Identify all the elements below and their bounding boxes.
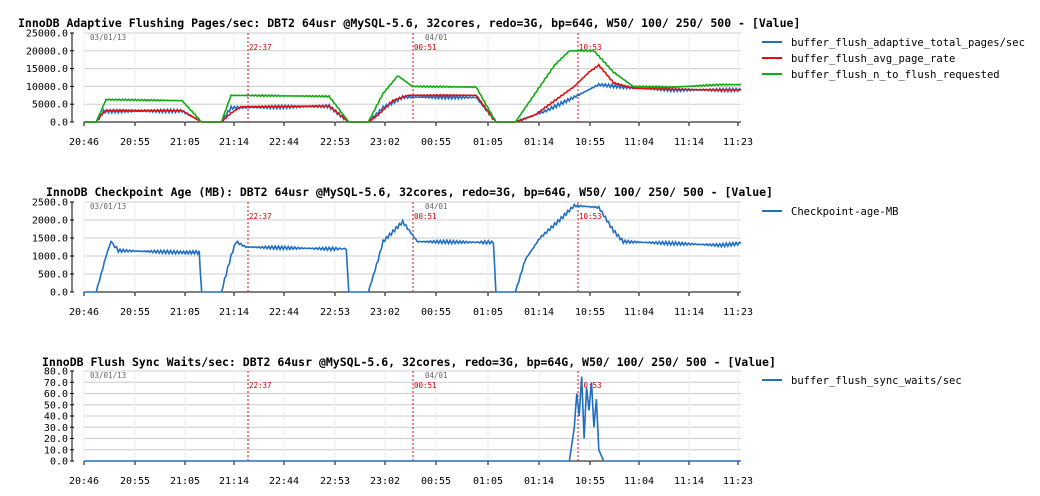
x-tick-label: 11:23	[723, 307, 753, 318]
marker-label: 22:37	[249, 212, 272, 221]
date-label: 04/01	[425, 371, 448, 380]
legend-entry: Checkpoint-age-MB	[791, 206, 898, 218]
chart-panel-2: InnoDB Checkpoint Age (MB): DBT2 64usr @…	[32, 185, 899, 318]
chart-title: InnoDB Checkpoint Age (MB): DBT2 64usr @…	[46, 185, 773, 199]
y-tick-label: 70.0	[44, 378, 68, 389]
x-tick-label: 20:55	[120, 137, 150, 148]
date-label: 04/01	[425, 202, 448, 211]
x-tick-label: 22:44	[269, 137, 299, 148]
y-tick-label: 0.0	[50, 118, 68, 129]
x-tick-label: 00:55	[421, 307, 451, 318]
chart-panel-1: InnoDB Adaptive Flushing Pages/sec: DBT2…	[18, 16, 1025, 148]
chart-panel-3: InnoDB Flush Sync Waits/sec: DBT2 64usr …	[42, 355, 962, 487]
x-tick-label: 22:53	[320, 307, 350, 318]
x-tick-label: 11:14	[674, 137, 704, 148]
x-tick-label: 10:55	[575, 476, 605, 487]
x-tick-label: 01:14	[524, 307, 554, 318]
y-tick-label: 15000.0	[26, 64, 68, 75]
x-tick-label: 11:23	[723, 476, 753, 487]
series-line	[84, 376, 741, 462]
y-tick-label: 2000.0	[32, 216, 68, 227]
marker-label: 10:53	[579, 381, 602, 390]
marker-label: 10:53	[579, 43, 602, 52]
x-tick-label: 22:53	[320, 137, 350, 148]
chart-title: InnoDB Flush Sync Waits/sec: DBT2 64usr …	[42, 355, 776, 369]
date-label: 03/01/13	[90, 371, 126, 380]
y-tick-label: 20.0	[44, 434, 68, 445]
y-tick-label: 40.0	[44, 412, 68, 423]
x-tick-label: 21:05	[170, 307, 200, 318]
x-tick-label: 00:55	[421, 476, 451, 487]
series-line	[84, 202, 742, 293]
x-tick-label: 00:55	[421, 137, 451, 148]
marker-label: 00:51	[414, 381, 437, 390]
x-tick-label: 01:14	[524, 137, 554, 148]
x-tick-label: 22:44	[269, 307, 299, 318]
x-tick-label: 20:46	[69, 137, 99, 148]
y-tick-label: 2500.0	[32, 198, 68, 209]
x-tick-label: 10:55	[575, 137, 605, 148]
series-line	[84, 62, 742, 123]
x-tick-label: 20:55	[120, 476, 150, 487]
legend-entry: buffer_flush_sync_waits/sec	[791, 375, 962, 387]
x-tick-label: 10:55	[575, 307, 605, 318]
x-tick-label: 11:04	[624, 476, 654, 487]
y-tick-label: 1500.0	[32, 234, 68, 245]
legend-entry: buffer_flush_adaptive_total_pages/sec	[791, 37, 1025, 49]
x-tick-label: 23:02	[370, 137, 400, 148]
x-tick-label: 20:46	[69, 476, 99, 487]
x-tick-label: 01:05	[473, 307, 503, 318]
x-tick-label: 20:55	[120, 307, 150, 318]
marker-label: 22:37	[249, 381, 272, 390]
x-tick-label: 11:04	[624, 307, 654, 318]
legend-entry: buffer_flush_avg_page_rate	[791, 53, 955, 65]
x-tick-label: 11:04	[624, 137, 654, 148]
y-tick-label: 0.0	[50, 288, 68, 299]
y-tick-label: 0.0	[50, 457, 68, 468]
y-tick-label: 20000.0	[26, 46, 68, 57]
x-tick-label: 11:23	[723, 137, 753, 148]
x-tick-label: 22:44	[269, 476, 299, 487]
x-tick-label: 21:05	[170, 137, 200, 148]
date-label: 03/01/13	[90, 202, 126, 211]
y-tick-label: 60.0	[44, 389, 68, 400]
series-line	[84, 49, 741, 123]
date-label: 03/01/13	[90, 33, 126, 42]
y-tick-label: 500.0	[38, 270, 68, 281]
x-tick-label: 20:46	[69, 307, 99, 318]
y-tick-label: 1000.0	[32, 252, 68, 263]
y-tick-label: 5000.0	[32, 100, 68, 111]
marker-label: 10:53	[579, 212, 602, 221]
marker-label: 00:51	[414, 43, 437, 52]
x-tick-label: 21:14	[219, 307, 249, 318]
x-tick-label: 11:14	[674, 476, 704, 487]
y-tick-label: 30.0	[44, 423, 68, 434]
x-tick-label: 21:14	[219, 137, 249, 148]
chart-title: InnoDB Adaptive Flushing Pages/sec: DBT2…	[18, 16, 800, 30]
x-tick-label: 21:14	[219, 476, 249, 487]
x-tick-label: 11:14	[674, 307, 704, 318]
x-tick-label: 01:05	[473, 476, 503, 487]
legend-entry: buffer_flush_n_to_flush_requested	[791, 69, 1000, 81]
x-tick-label: 23:02	[370, 476, 400, 487]
y-tick-label: 50.0	[44, 400, 68, 411]
x-tick-label: 01:05	[473, 137, 503, 148]
y-tick-label: 80.0	[44, 367, 68, 378]
x-tick-label: 01:14	[524, 476, 554, 487]
y-tick-label: 10000.0	[26, 82, 68, 93]
y-tick-label: 25000.0	[26, 29, 68, 40]
date-label: 04/01	[425, 33, 448, 42]
x-tick-label: 21:05	[170, 476, 200, 487]
x-tick-label: 22:53	[320, 476, 350, 487]
marker-label: 22:37	[249, 43, 272, 52]
marker-label: 00:51	[414, 212, 437, 221]
y-tick-label: 10.0	[44, 445, 68, 456]
x-tick-label: 23:02	[370, 307, 400, 318]
